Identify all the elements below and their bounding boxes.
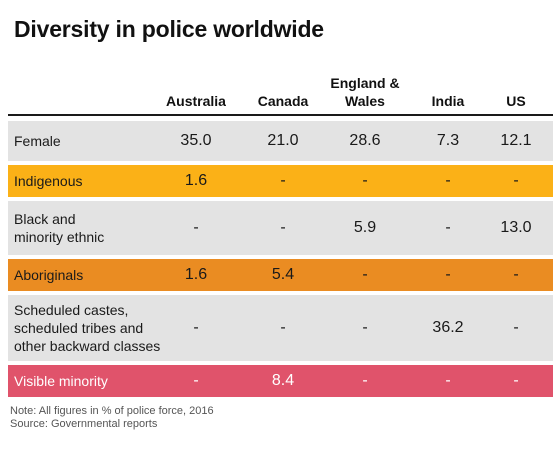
- table-row: Indigenous 1.6 - - - -: [8, 165, 553, 197]
- table-cell: -: [362, 319, 368, 336]
- table-cell: -: [280, 172, 286, 189]
- source-text: Source: Governmental reports: [10, 418, 158, 430]
- table-cell: 5.9: [353, 219, 377, 236]
- row-label: Aboriginals: [14, 267, 84, 283]
- header-divider: [8, 114, 553, 116]
- table-row: Visible minority - 8.4 - - -: [8, 365, 553, 397]
- table-cell: 12.1: [500, 132, 532, 149]
- table-cell: -: [362, 266, 368, 283]
- note-text: Note: All figures in % of police force, …: [10, 405, 214, 417]
- table-cell: -: [193, 219, 199, 236]
- table-cell: 36.2: [432, 319, 464, 336]
- table-row: Female 35.0 21.0 28.6 7.3 12.1: [8, 121, 553, 161]
- table-cell: 8.4: [271, 372, 295, 389]
- row-label: Visible minority: [14, 373, 108, 389]
- row-label: Black and minority ethnic: [14, 211, 105, 245]
- table-cell: 13.0: [500, 219, 532, 236]
- table-cell: 21.0: [267, 132, 299, 149]
- column-header-us: US: [506, 93, 526, 109]
- column-header-india: India: [431, 93, 465, 109]
- table-cell: -: [445, 172, 451, 189]
- column-header-england-wales: England & Wales: [330, 75, 400, 109]
- table-cell: 28.6: [349, 132, 381, 149]
- table-row: Scheduled castes, scheduled tribes and o…: [8, 295, 553, 361]
- table-cell: -: [513, 319, 519, 336]
- table-cell: -: [445, 266, 451, 283]
- table-cell: 35.0: [180, 132, 212, 149]
- table-cell: -: [513, 372, 519, 389]
- data-table: Female 35.0 21.0 28.6 7.3 12.1 Indigenous 1.6 - -…: [8, 121, 553, 401]
- table-cell: 1.6: [184, 266, 208, 283]
- table-cell: -: [280, 219, 286, 236]
- table-cell: -: [193, 372, 199, 389]
- row-label: Female: [14, 133, 61, 149]
- table-header: Australia Canada England & Wales India US: [8, 74, 553, 110]
- column-header-australia: Australia: [166, 93, 226, 109]
- footnote: Note: All figures in % of police force, …: [10, 405, 214, 431]
- table-cell: -: [193, 319, 199, 336]
- table-cell: -: [513, 172, 519, 189]
- table-cell: -: [362, 372, 368, 389]
- row-label: Scheduled castes, scheduled tribes and o…: [14, 302, 161, 354]
- table-cell: 1.6: [184, 172, 208, 189]
- table-cell: -: [445, 219, 451, 236]
- table-cell: 5.4: [271, 266, 295, 283]
- table-cell: -: [513, 266, 519, 283]
- row-label: Indigenous: [14, 173, 83, 189]
- table-cell: 7.3: [436, 132, 460, 149]
- table-row: Black and minority ethnic - - 5.9 - 13.0: [8, 201, 553, 255]
- chart-title: Diversity in police worldwide: [14, 16, 324, 42]
- table-cell: -: [362, 172, 368, 189]
- table-row: Aboriginals 1.6 5.4 - - -: [8, 259, 553, 291]
- table-cell: -: [445, 372, 451, 389]
- column-header-canada: Canada: [257, 93, 309, 109]
- table-cell: -: [280, 319, 286, 336]
